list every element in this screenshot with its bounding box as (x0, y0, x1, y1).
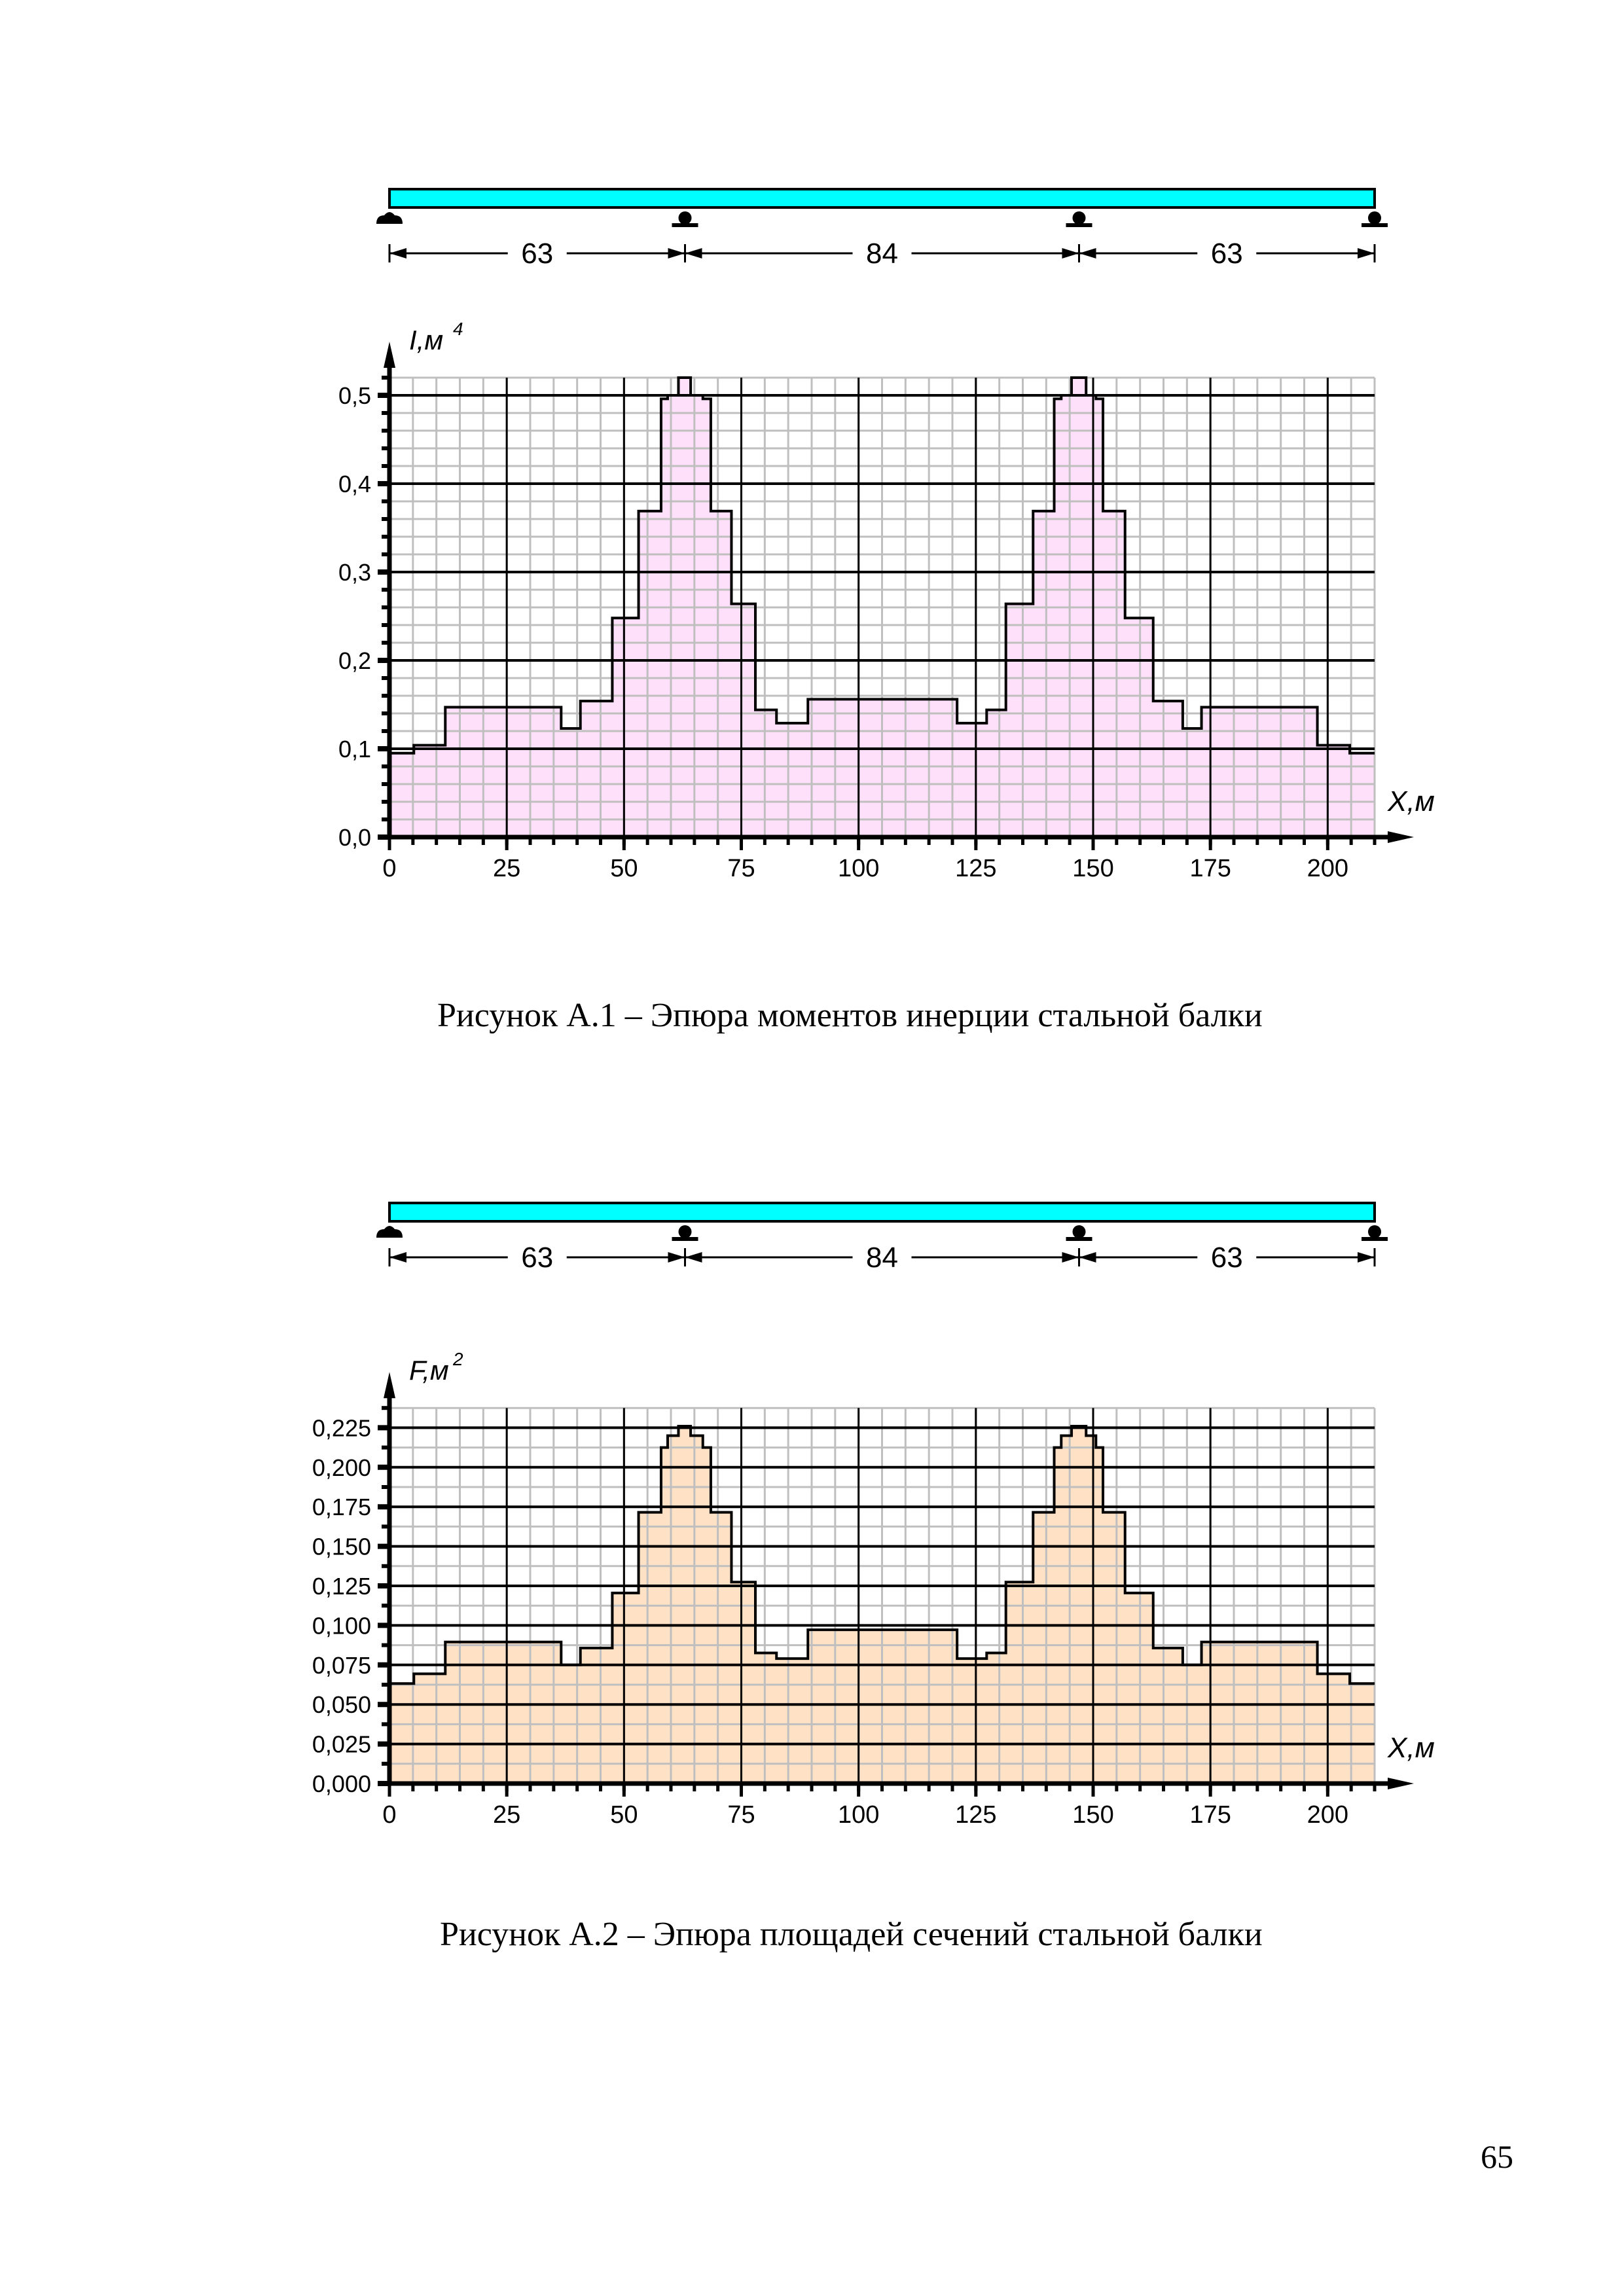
arrowhead-icon (668, 1252, 685, 1263)
y-tick-label: 0,4 (338, 471, 371, 497)
y-tick-label: 0,225 (312, 1414, 371, 1441)
y-tick-label: 0,3 (338, 559, 371, 586)
roller-support-icon (678, 1225, 692, 1238)
y-axis-label: F,м (409, 1355, 449, 1386)
y-tick-label: 0,150 (312, 1534, 371, 1560)
span-length-label: 63 (1211, 1242, 1243, 1274)
area-fill (389, 378, 1375, 837)
y-axis-arrow-icon (384, 1372, 395, 1399)
y-axis-arrow-icon (384, 342, 395, 368)
arrowhead-icon (1358, 1252, 1375, 1263)
roller-support-icon (1072, 211, 1086, 224)
x-tick-label: 175 (1189, 855, 1231, 882)
span-length-label: 63 (1211, 238, 1243, 270)
step-outline (389, 1424, 1375, 1685)
arrowhead-icon (685, 248, 702, 259)
pinned-support-icon (376, 212, 403, 224)
x-axis-label: X,м (1387, 785, 1435, 817)
support-base (1362, 223, 1388, 227)
y-tick-label: 0,075 (312, 1652, 371, 1679)
x-tick-label: 75 (727, 1801, 755, 1829)
x-tick-label: 150 (1072, 855, 1113, 882)
x-tick-label: 25 (493, 1801, 520, 1829)
y-tick-label: 0,200 (312, 1454, 371, 1481)
x-tick-label: 125 (955, 855, 996, 882)
y-tick-label: 0,2 (338, 647, 371, 674)
y-tick-label: 0,0 (338, 824, 371, 851)
x-tick-label: 0 (382, 1801, 396, 1829)
x-tick-label: 0 (382, 855, 396, 882)
x-axis-arrow-icon (1388, 831, 1414, 843)
roller-support-icon (1072, 1225, 1086, 1238)
y-tick-label: 0,125 (312, 1573, 371, 1600)
arrowhead-icon (1062, 1252, 1079, 1263)
x-axis-arrow-icon (1388, 1778, 1414, 1789)
arrowhead-icon (668, 248, 685, 259)
arrowhead-icon (1079, 1252, 1096, 1263)
x-tick-label: 175 (1189, 1801, 1231, 1829)
arrowhead-icon (685, 1252, 702, 1263)
y-tick-label: 0,000 (312, 1770, 371, 1797)
x-axis-label: X,м (1387, 1732, 1435, 1764)
x-tick-label: 100 (838, 1801, 879, 1829)
arrowhead-icon (1079, 248, 1096, 259)
x-tick-label: 75 (727, 855, 755, 882)
y-tick-label: 0,025 (312, 1731, 371, 1758)
support-base (1362, 1237, 1388, 1241)
support-base (1066, 1237, 1092, 1241)
span-length-label: 84 (866, 1242, 898, 1274)
x-tick-label: 125 (955, 1801, 996, 1829)
support-base (672, 1237, 698, 1241)
y-axis-label: I,м (409, 325, 443, 355)
area-fill (389, 1426, 1375, 1784)
span-length-label: 63 (521, 1242, 553, 1274)
x-tick-label: 150 (1072, 1801, 1113, 1829)
figure-caption-a2: Рисунок А.2 – Эпюра площадей сечений ста… (440, 1916, 1263, 1953)
beam-bar (388, 188, 1376, 209)
arrowhead-icon (1358, 248, 1375, 259)
x-tick-label: 50 (610, 1801, 638, 1829)
arrowhead-icon (389, 248, 406, 259)
roller-support-icon (1368, 1225, 1381, 1238)
x-tick-label: 50 (610, 855, 638, 882)
y-tick-label: 0,5 (338, 382, 371, 409)
y-tick-label: 0,1 (338, 736, 371, 762)
roller-support-icon (678, 211, 692, 224)
x-tick-label: 25 (493, 855, 520, 882)
y-axis-label-exponent: 4 (453, 319, 463, 339)
y-axis-label-exponent: 2 (452, 1349, 463, 1369)
y-tick-label: 0,175 (312, 1494, 371, 1520)
support-base (1066, 223, 1092, 227)
x-tick-label: 200 (1307, 855, 1348, 882)
span-length-label: 84 (866, 238, 898, 270)
support-base (672, 223, 698, 227)
roller-support-icon (1368, 211, 1381, 224)
arrowhead-icon (389, 1252, 406, 1263)
step-outline (389, 376, 1375, 755)
x-tick-label: 100 (838, 855, 879, 882)
pinned-support-icon (376, 1226, 403, 1238)
x-tick-label: 200 (1307, 1801, 1348, 1829)
page-number: 65 (1481, 2138, 1513, 2175)
beam-bar (388, 1202, 1376, 1223)
span-length-label: 63 (521, 238, 553, 270)
y-tick-label: 0,050 (312, 1691, 371, 1718)
y-tick-label: 0,100 (312, 1612, 371, 1639)
figure-caption-a1: Рисунок А.1 – Эпюра моментов инерции ста… (437, 997, 1263, 1034)
arrowhead-icon (1062, 248, 1079, 259)
